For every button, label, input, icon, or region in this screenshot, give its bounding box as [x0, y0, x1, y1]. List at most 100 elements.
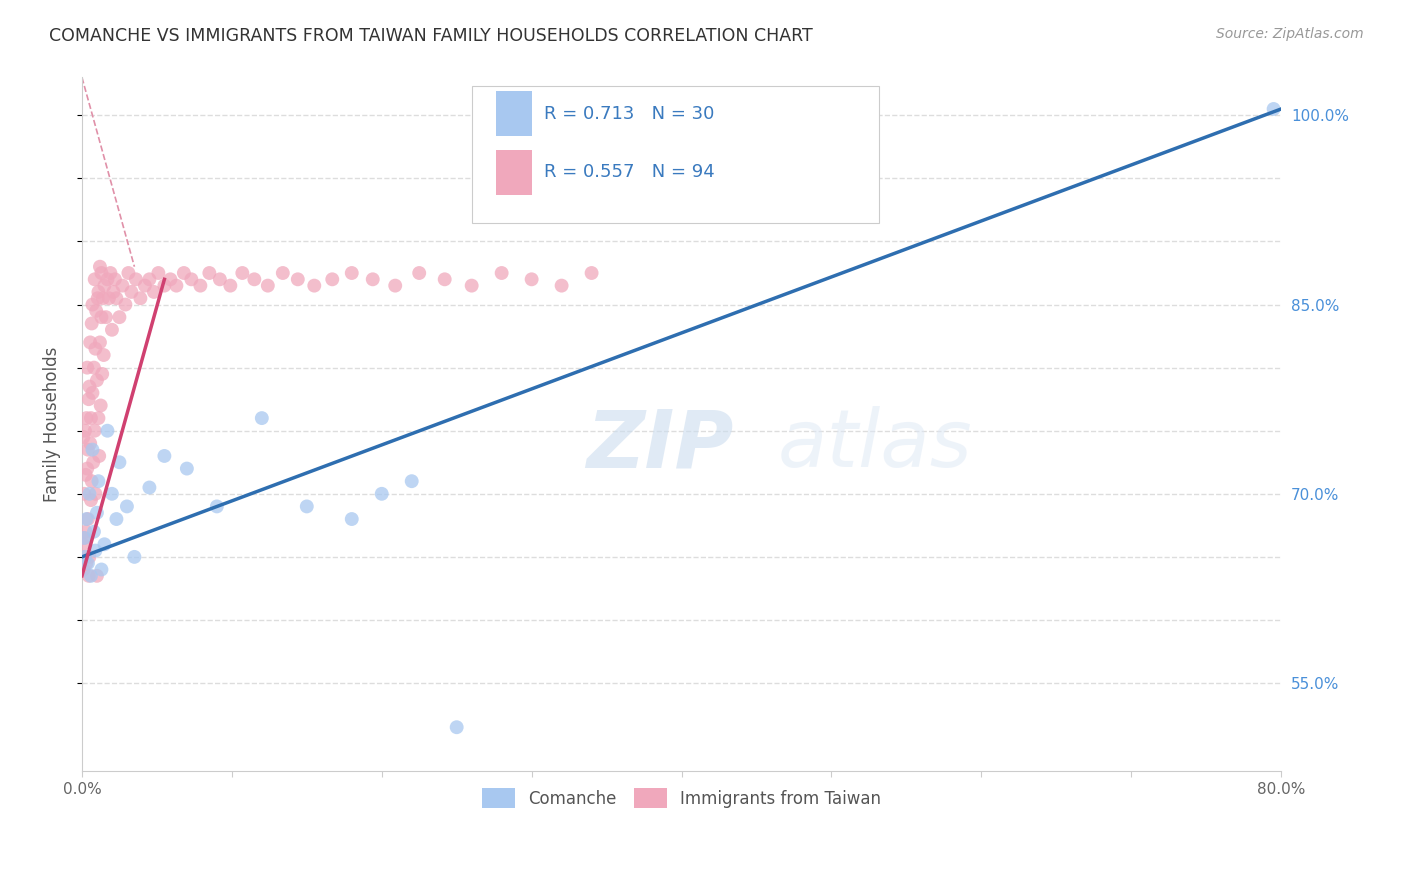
Point: [89, 335, 111, 350]
Point: [176, 461, 198, 475]
Point: [96, 424, 118, 438]
Point: [219, 278, 242, 293]
Point: [198, 266, 221, 280]
Point: [101, 323, 124, 337]
Point: [77, 556, 100, 570]
Point: [93, 278, 115, 293]
Point: [96, 272, 118, 286]
Point: [340, 512, 363, 526]
Point: [361, 272, 384, 286]
Point: [91, 291, 114, 305]
Point: [433, 272, 456, 286]
Point: [73, 531, 96, 545]
Point: [90, 266, 112, 280]
Point: [87, 285, 110, 299]
Point: [90, 310, 112, 325]
Point: [243, 272, 266, 286]
Bar: [496, 91, 531, 136]
Point: [72, 562, 94, 576]
Point: [287, 272, 309, 286]
Point: [165, 278, 187, 293]
Point: [205, 500, 228, 514]
Point: [134, 278, 156, 293]
Point: [79, 487, 101, 501]
Point: [491, 266, 513, 280]
Point: [231, 266, 253, 280]
Point: [83, 524, 105, 539]
Legend: Comanche, Immigrants from Taiwan: Comanche, Immigrants from Taiwan: [475, 781, 887, 815]
Point: [103, 285, 125, 299]
Point: [90, 399, 112, 413]
Point: [83, 424, 105, 438]
Point: [142, 285, 165, 299]
Point: [75, 467, 97, 482]
Point: [86, 506, 108, 520]
Point: [77, 569, 100, 583]
Point: [80, 569, 103, 583]
Point: [104, 272, 127, 286]
Text: R = 0.713   N = 30: R = 0.713 N = 30: [544, 105, 714, 123]
Point: [86, 373, 108, 387]
Point: [120, 285, 142, 299]
Point: [84, 487, 107, 501]
Point: [77, 442, 100, 457]
Point: [84, 303, 107, 318]
Point: [93, 537, 115, 551]
Point: [91, 367, 114, 381]
Point: [180, 272, 202, 286]
Text: R = 0.557   N = 94: R = 0.557 N = 94: [544, 163, 714, 181]
Point: [1263, 102, 1285, 116]
Point: [79, 549, 101, 564]
Point: [125, 272, 148, 286]
Point: [75, 411, 97, 425]
FancyBboxPatch shape: [471, 86, 879, 223]
Point: [72, 537, 94, 551]
Point: [138, 481, 160, 495]
Point: [190, 278, 212, 293]
Point: [94, 310, 117, 325]
Point: [75, 524, 97, 539]
Point: [82, 442, 104, 457]
Text: Source: ZipAtlas.com: Source: ZipAtlas.com: [1216, 27, 1364, 41]
Point: [581, 266, 603, 280]
Point: [138, 272, 160, 286]
Bar: [496, 151, 531, 195]
Point: [250, 411, 273, 425]
Point: [77, 392, 100, 407]
Point: [550, 278, 572, 293]
Point: [73, 549, 96, 564]
Point: [79, 379, 101, 393]
Text: atlas: atlas: [778, 406, 972, 484]
Point: [83, 272, 105, 286]
Point: [101, 487, 124, 501]
Point: [72, 430, 94, 444]
Point: [79, 335, 101, 350]
Point: [79, 436, 101, 450]
Point: [77, 512, 100, 526]
Point: [384, 278, 406, 293]
Point: [148, 266, 170, 280]
Point: [124, 549, 146, 564]
Text: ZIP: ZIP: [585, 406, 733, 484]
Point: [76, 461, 98, 475]
Point: [208, 272, 231, 286]
Point: [321, 272, 343, 286]
Point: [111, 278, 134, 293]
Point: [75, 512, 97, 526]
Point: [82, 385, 104, 400]
Point: [86, 291, 108, 305]
Point: [115, 500, 138, 514]
Point: [73, 424, 96, 438]
Point: [159, 272, 181, 286]
Point: [82, 455, 104, 469]
Point: [460, 278, 482, 293]
Point: [87, 474, 110, 488]
Point: [89, 260, 111, 274]
Point: [105, 512, 128, 526]
Point: [153, 449, 176, 463]
Point: [114, 297, 136, 311]
Point: [153, 278, 176, 293]
Point: [73, 531, 96, 545]
Point: [80, 411, 103, 425]
Point: [108, 455, 131, 469]
